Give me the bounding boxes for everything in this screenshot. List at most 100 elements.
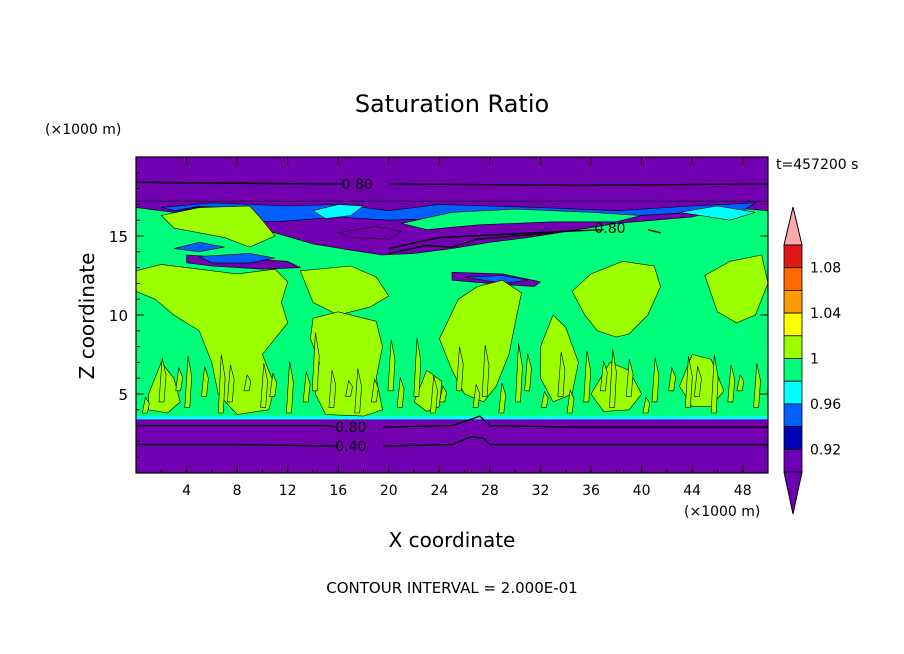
cloud-base-band <box>136 416 768 420</box>
colorbar-swatch-4 <box>783 312 803 337</box>
dry-layer-top <box>136 157 768 202</box>
colorbar: 1.08 1.04 1 0.96 0.92 <box>783 206 841 515</box>
mid-blue-patch-1 <box>198 253 276 264</box>
cloud-streak-41 <box>710 354 719 414</box>
colorbar-swatch-9 <box>783 426 803 450</box>
contour-interval-footer: CONTOUR INTERVAL = 2.000E-01 <box>326 579 577 597</box>
colorbar-label-2: 1.04 <box>810 306 841 322</box>
chart-title: Saturation Ratio <box>355 90 549 118</box>
cloud-patch-6 <box>540 314 579 403</box>
cloud-streak-24 <box>472 383 481 408</box>
x-axis-label: X coordinate <box>389 528 516 552</box>
colorbar-swatch-6 <box>783 358 803 382</box>
dry-layer-bottom <box>136 419 768 473</box>
cloud-streak-26 <box>498 382 507 414</box>
cloud-streak-9 <box>260 363 268 408</box>
y-tick-label-2: 10 <box>109 307 128 325</box>
cloud-streak-17 <box>371 377 379 403</box>
cloud-streak-34 <box>609 348 617 408</box>
x-tick-label-10: 40 <box>633 483 651 499</box>
contour-040-a <box>136 443 339 447</box>
contour-labels: 0.80 0.80 0.80 0.40 <box>335 177 625 455</box>
cloud-streak-4 <box>184 356 193 408</box>
time-label: t=457200 s <box>776 157 858 173</box>
cloud-streak-43 <box>736 374 745 392</box>
cloud-patch-3 <box>299 265 390 316</box>
colorbar-label-5: 0.92 <box>810 442 841 458</box>
y-tick-label-3: 15 <box>109 228 128 246</box>
x-tick-label-4: 16 <box>329 483 347 499</box>
contour-080-mid-c <box>388 232 554 255</box>
cloud-streak-37 <box>651 357 660 403</box>
cloud-streak-10 <box>269 372 278 397</box>
x-tick-label-11: 44 <box>683 483 701 499</box>
cloud-streak-1 <box>141 396 150 414</box>
cloud-patch-7 <box>571 260 661 338</box>
contour-label-4: 0.40 <box>335 439 366 455</box>
cloud-streak-32 <box>583 350 592 403</box>
upper-cyan-patch-1 <box>312 204 365 219</box>
colorbar-swatch-1 <box>783 244 803 269</box>
x-tick-label-7: 28 <box>481 483 499 499</box>
x-tick-label-9: 36 <box>582 483 600 499</box>
x-tick-label-2: 8 <box>233 483 242 499</box>
contour-040-b <box>382 435 768 447</box>
cloud-streak-25 <box>481 344 490 397</box>
x-tick-label-3: 12 <box>279 483 297 499</box>
contour-label-1: 0.80 <box>342 177 373 193</box>
colorbar-swatch-2 <box>783 267 803 291</box>
mid-blue-patch-3 <box>173 241 225 253</box>
cloud-streak-21 <box>430 375 438 414</box>
contour-label-3: 0.80 <box>335 420 366 436</box>
cloud-streak-31 <box>566 388 575 414</box>
cloud-streak-12 <box>302 371 311 403</box>
colorbar-swatch-3 <box>783 289 803 314</box>
cloud-streak-42 <box>727 364 736 403</box>
cloud-streak-2 <box>158 357 167 403</box>
x-tick-label-6: 24 <box>430 483 448 499</box>
cloud-streak-35 <box>625 359 634 397</box>
colorbar-swatch-5 <box>783 335 803 359</box>
colorbar-label-4: 0.96 <box>810 397 841 413</box>
upper-green-patch <box>401 208 642 231</box>
colorbar-label-1: 1.08 <box>810 261 841 277</box>
cloud-streak-15 <box>345 379 353 397</box>
y-axis-label: Z coordinate <box>75 253 99 380</box>
cloud-streak-11 <box>286 361 294 414</box>
x-tick-label-5: 20 <box>380 483 398 499</box>
colorbar-label-3: 1 <box>810 352 819 368</box>
contour-080-mid-b <box>647 229 661 234</box>
cloud-streak-3 <box>175 366 183 392</box>
cloud-streak-5 <box>201 366 209 397</box>
contour-080-bottom-a <box>136 424 339 428</box>
cloud-streak-23 <box>455 346 464 392</box>
contour-080-mid-a <box>388 229 604 250</box>
contour-lines <box>136 181 768 447</box>
cloud-patch-1 <box>160 205 276 248</box>
upper-cyan-patch-2 <box>679 205 756 221</box>
cloud-streak-38 <box>668 366 676 392</box>
cloud-streak-33 <box>600 360 608 392</box>
cloud-streak-28 <box>524 353 532 392</box>
colorbar-under-arrow <box>783 471 803 515</box>
x-tick-label-12: 48 <box>734 483 752 499</box>
x-tick-label-1: 4 <box>182 483 191 499</box>
cloud-streak-29 <box>540 390 549 408</box>
y-tick-label-1: 5 <box>118 386 128 404</box>
cloud-streak-16 <box>354 368 362 414</box>
contour-080-top-b <box>388 183 768 187</box>
colorbar-over-arrow <box>783 206 803 246</box>
cloud-streak-7 <box>226 364 235 403</box>
cloud-streak-27 <box>515 343 523 403</box>
cloud-streak-20 <box>413 337 422 397</box>
cloud-patch-2 <box>136 264 289 415</box>
cloud-streak-30 <box>557 352 566 397</box>
cloud-streak-40 <box>694 366 702 397</box>
cloud-streak-6 <box>217 354 226 414</box>
colorbar-swatch-7 <box>783 380 803 405</box>
cloud-streak-19 <box>396 377 405 408</box>
colorbar-swatch-10 <box>783 448 803 473</box>
cloud-streak-22 <box>439 385 447 403</box>
mid-blue-patch-2 <box>464 275 528 284</box>
